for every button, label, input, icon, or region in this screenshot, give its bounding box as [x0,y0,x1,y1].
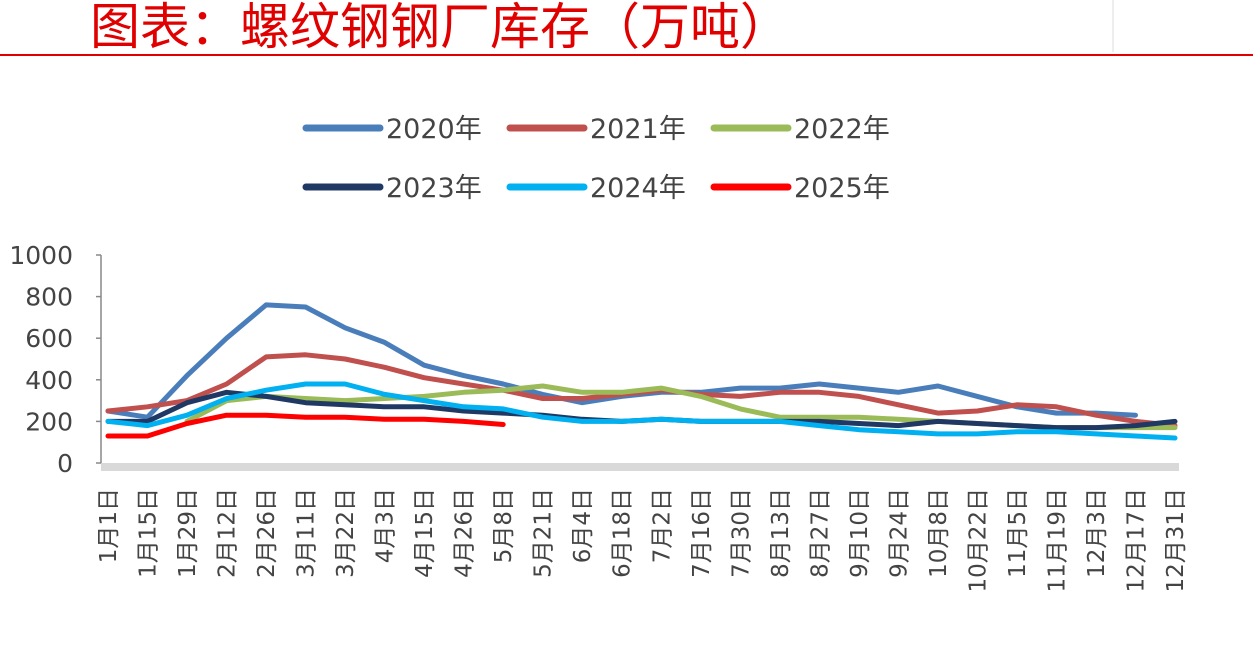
x-tick-label: 8月13日 [768,488,794,578]
x-tick-label: 2月26日 [254,488,280,578]
x-tick-label: 6月4日 [570,488,596,563]
legend-label: 2021年 [590,114,686,145]
x-tick-label: 7月30日 [728,488,754,578]
x-tick-label: 2月12日 [215,488,241,578]
x-tick-label: 12月3日 [1084,488,1110,578]
legend-label: 2024年 [590,173,686,204]
y-tick-label: 800 [25,283,73,312]
series-line [105,381,1178,441]
x-tick-label: 4月15日 [412,488,438,578]
chart-title: 图表：螺纹钢钢厂库存（万吨） [90,0,790,56]
y-tick-label: 1000 [9,241,73,270]
y-tick-label: 0 [57,449,73,478]
x-tick-label: 1月1日 [96,488,122,563]
x-axis-band [101,463,1179,471]
x-tick-label: 11月5日 [1005,488,1031,578]
x-tick-label: 5月8日 [491,488,517,563]
legend-label: 2020年 [386,114,482,145]
legend-label: 2023年 [386,173,482,204]
y-tick-label: 200 [25,407,73,436]
x-tick-label: 4月26日 [452,488,478,578]
x-tick-label: 9月24日 [886,488,912,578]
y-tick-label: 600 [25,324,73,353]
x-tick-label: 10月8日 [926,488,952,578]
x-tick-label: 12月31日 [1163,488,1189,593]
x-tick-label: 1月29日 [175,488,201,578]
series-line [105,412,506,439]
x-tick-label: 9月10日 [847,488,873,578]
y-tick-label: 400 [25,366,73,395]
x-tick-label: 11月19日 [1044,488,1070,593]
x-tick-label: 6月18日 [610,488,636,578]
x-tick-label: 12月17日 [1123,488,1149,593]
x-tick-label: 3月11日 [294,488,320,578]
x-tick-label: 7月2日 [649,488,675,563]
x-tick-label: 7月16日 [689,488,715,578]
legend-label: 2022年 [794,114,890,145]
x-tick-label: 1月15日 [136,488,162,578]
x-tick-label: 8月27日 [807,488,833,578]
x-tick-label: 10月22日 [965,488,991,593]
legend-label: 2025年 [794,173,890,204]
x-tick-label: 3月22日 [333,488,359,578]
x-tick-label: 4月3日 [373,488,399,563]
x-tick-label: 5月21日 [531,488,557,578]
